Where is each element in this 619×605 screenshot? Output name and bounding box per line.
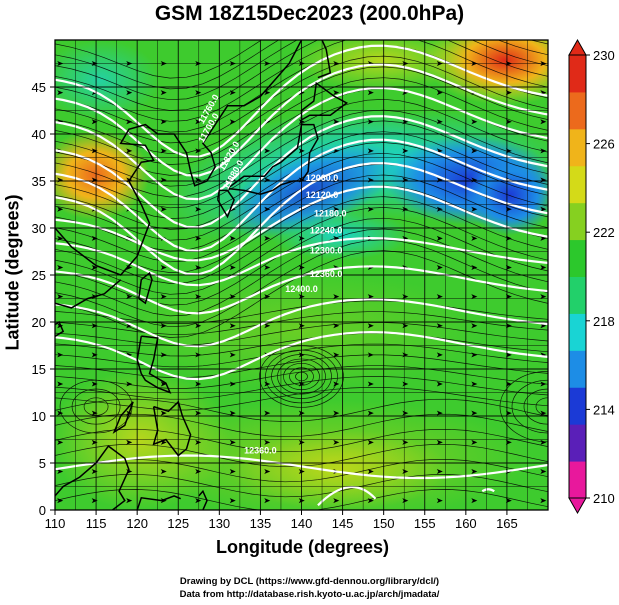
colorbar-segment (569, 387, 586, 425)
y-tick-label: 35 (32, 174, 46, 189)
colorbar-segment (569, 128, 586, 167)
x-tick-label: 130 (208, 516, 230, 531)
x-axis-label: Longitude (degrees) (215, 537, 389, 557)
y-tick-label: 45 (32, 80, 46, 95)
colorbar-segment (569, 55, 586, 93)
y-tick-label: 0 (39, 503, 46, 518)
contour-label: 12360.0 (244, 446, 277, 456)
colorbar-segment (569, 91, 586, 130)
colorbar-segment (569, 313, 586, 351)
contour-label: 12360.0 (310, 269, 343, 279)
contour-label: 12060.0 (306, 173, 339, 183)
y-tick-label: 25 (32, 268, 46, 283)
colorbar-segment (569, 165, 586, 204)
colorbar-tick-label: 210 (593, 491, 615, 506)
colorbar-max-arrow (568, 38, 587, 56)
colorbar-segment (569, 350, 586, 388)
colorbar-min-arrow (568, 497, 587, 515)
x-tick-label: 135 (250, 516, 272, 531)
contour-label: 12400.0 (285, 284, 318, 294)
y-tick-label: 10 (32, 409, 46, 424)
map-title: GSM 18Z15Dec2023 (200.0hPa) (154, 2, 465, 25)
x-tick-label: 120 (126, 516, 148, 531)
contour-label: 12180.0 (314, 209, 347, 219)
colorbar-tick-label: 222 (593, 225, 615, 240)
colorbar-segment (569, 461, 586, 499)
y-axis-label: Latitude (degrees) (2, 194, 23, 351)
colorbar-segment (569, 202, 586, 241)
x-tick-label: 150 (373, 516, 395, 531)
y-tick-label: 15 (32, 362, 46, 377)
y-tick-label: 30 (32, 221, 46, 236)
colorbar-segment (569, 276, 586, 314)
colorbar-tick-label: 218 (593, 314, 615, 329)
colorbar-tick-label: 230 (593, 48, 615, 63)
contour-label: 12120.0 (306, 190, 339, 200)
colorbar-segment (569, 239, 586, 277)
x-tick-label: 125 (167, 516, 189, 531)
x-tick-label: 140 (291, 516, 313, 531)
colorbar-segment (569, 424, 586, 462)
x-tick-label: 155 (414, 516, 436, 531)
x-tick-label: 145 (332, 516, 354, 531)
x-tick-label: 115 (86, 516, 107, 531)
credit-drawing: Drawing by DCL (https://www.gfd-dennou.o… (179, 576, 440, 587)
contour-label: 12300.0 (310, 245, 343, 255)
x-tick-label: 165 (496, 516, 518, 531)
contour-label: 12240.0 (310, 226, 343, 236)
y-tick-label: 20 (32, 315, 46, 330)
y-tick-label: 5 (39, 456, 46, 471)
y-tick-label: 40 (32, 127, 46, 142)
temperature-field (55, 40, 548, 510)
colorbar-tick-label: 214 (593, 402, 615, 417)
colorbar-tick-label: 226 (593, 137, 615, 152)
x-tick-label: 160 (455, 516, 477, 531)
credit-data: Data from http://database.rish.kyoto-u.a… (179, 589, 440, 600)
x-tick-label: 110 (45, 516, 66, 531)
colorbar (568, 38, 587, 515)
